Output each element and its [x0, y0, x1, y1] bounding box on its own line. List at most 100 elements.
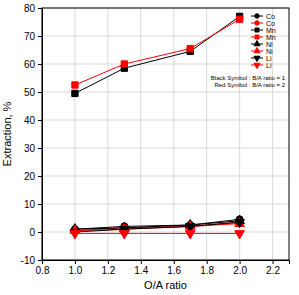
- marker: [120, 231, 130, 239]
- plot: 0.8 1.0 1.2 1.4 1.6 1.8 2.0 2.2 -10 0 10 20 30 40 50 60…: [21, 3, 290, 276]
- marker: [70, 231, 80, 239]
- legend-marker: [255, 21, 260, 26]
- annotation: Black Symbol : B/A ratio = 1: [211, 75, 286, 81]
- legend-label: Co: [266, 20, 275, 27]
- legend-item: Li: [251, 62, 272, 69]
- tick: 60: [24, 59, 42, 70]
- tick-label: 50: [24, 87, 36, 98]
- tick-mark: [108, 260, 109, 264]
- tick: 1.2: [101, 260, 115, 276]
- tick: 50: [24, 87, 42, 98]
- axis-line: [38, 9, 43, 261]
- tick-label: 30: [24, 143, 36, 154]
- y-axis-title: Extraction, %: [1, 101, 13, 166]
- tick: -10: [21, 255, 42, 266]
- tick-label: -10: [21, 255, 36, 266]
- x-axis-title: O/A ratio: [144, 279, 187, 291]
- tick: 10: [24, 199, 42, 210]
- legend-item: Mn: [251, 34, 276, 41]
- grid-line: [42, 36, 289, 37]
- x-axis: 0.8 1.0 1.2 1.4 1.6 1.8 2.0 2.2: [36, 260, 290, 276]
- tick: 0: [29, 227, 42, 238]
- tick-mark: [174, 260, 175, 264]
- tick-mark: [38, 232, 42, 233]
- legend-label: Ni: [266, 41, 273, 48]
- tick-label: 1.0: [68, 265, 82, 276]
- tick: 30: [24, 143, 42, 154]
- tick-label: 10: [24, 199, 36, 210]
- legend-marker: [254, 56, 260, 61]
- tick-mark: [38, 148, 42, 149]
- legend-label: Ni: [266, 48, 273, 55]
- legend-marker: [255, 28, 259, 32]
- grid-line: [173, 8, 174, 260]
- grid-line: [42, 148, 289, 149]
- grid-line: [74, 8, 75, 260]
- tick: 1.6: [167, 260, 181, 276]
- legend-item: Mn: [251, 27, 276, 34]
- tick: 40: [24, 115, 42, 126]
- grid-line: [140, 8, 141, 260]
- tick: 2.2: [266, 260, 280, 276]
- tick-label: 60: [24, 59, 36, 70]
- grid: [42, 8, 289, 260]
- legend-label: Mn: [266, 34, 276, 41]
- series-line: [75, 222, 240, 232]
- tick-mark: [38, 92, 42, 93]
- legend-marker: [255, 14, 260, 19]
- marker: [235, 219, 245, 227]
- tick: 1.4: [134, 260, 148, 276]
- tick-mark: [38, 204, 42, 205]
- grid-line: [42, 64, 289, 65]
- tick-label: 1.4: [134, 265, 148, 276]
- tick: 2.0: [233, 260, 247, 276]
- legend-item: Ni: [251, 47, 273, 54]
- tick-mark: [207, 260, 208, 264]
- tick-label: 1.8: [200, 265, 214, 276]
- tick-mark: [38, 8, 42, 9]
- legend-item: Co: [251, 20, 275, 27]
- series-line: [75, 233, 240, 234]
- grid-line: [107, 8, 108, 260]
- legend-marker: [255, 35, 259, 39]
- tick-mark: [273, 260, 274, 264]
- tick-label: 0.8: [36, 265, 50, 276]
- frame: [42, 8, 289, 260]
- marker: [72, 90, 78, 96]
- legend-item: Li: [251, 55, 272, 62]
- tick-mark: [38, 176, 42, 177]
- y-axis: -1001020304050607080: [21, 3, 43, 266]
- annotation: Red Symbol : B/A ratio = 2: [214, 82, 285, 88]
- tick-label: 1.2: [101, 265, 115, 276]
- legend-label: Li: [266, 55, 272, 62]
- tick-mark: [141, 260, 142, 264]
- legend-marker: [254, 47, 260, 52]
- marker: [187, 45, 193, 51]
- axis-line: [43, 261, 290, 265]
- tick-label: 1.6: [167, 265, 181, 276]
- legend-marker: [254, 40, 260, 45]
- legend-label: Li: [266, 62, 272, 69]
- grid-line: [42, 176, 289, 177]
- tick-mark: [38, 36, 42, 37]
- tick-mark: [240, 260, 241, 264]
- tick-mark: [38, 64, 42, 65]
- tick: 1.0: [68, 260, 82, 276]
- legend: CoCoMnMnNiNiLiLi: [251, 13, 276, 69]
- tick-label: 2.2: [266, 265, 280, 276]
- marker: [235, 231, 245, 239]
- tick-mark: [38, 260, 42, 261]
- legend-marker: [254, 63, 260, 68]
- tick-label: 40: [24, 115, 36, 126]
- tick-label: 70: [24, 31, 36, 42]
- series-group: [70, 13, 244, 239]
- marker: [185, 231, 195, 239]
- tick-label: 20: [24, 171, 36, 182]
- tick: 0.8: [36, 260, 50, 276]
- tick-mark: [38, 120, 42, 121]
- marker: [121, 61, 127, 67]
- tick-mark: [75, 260, 76, 264]
- grid-line: [206, 8, 207, 260]
- marker: [236, 16, 242, 22]
- legend-item: Co: [251, 13, 275, 20]
